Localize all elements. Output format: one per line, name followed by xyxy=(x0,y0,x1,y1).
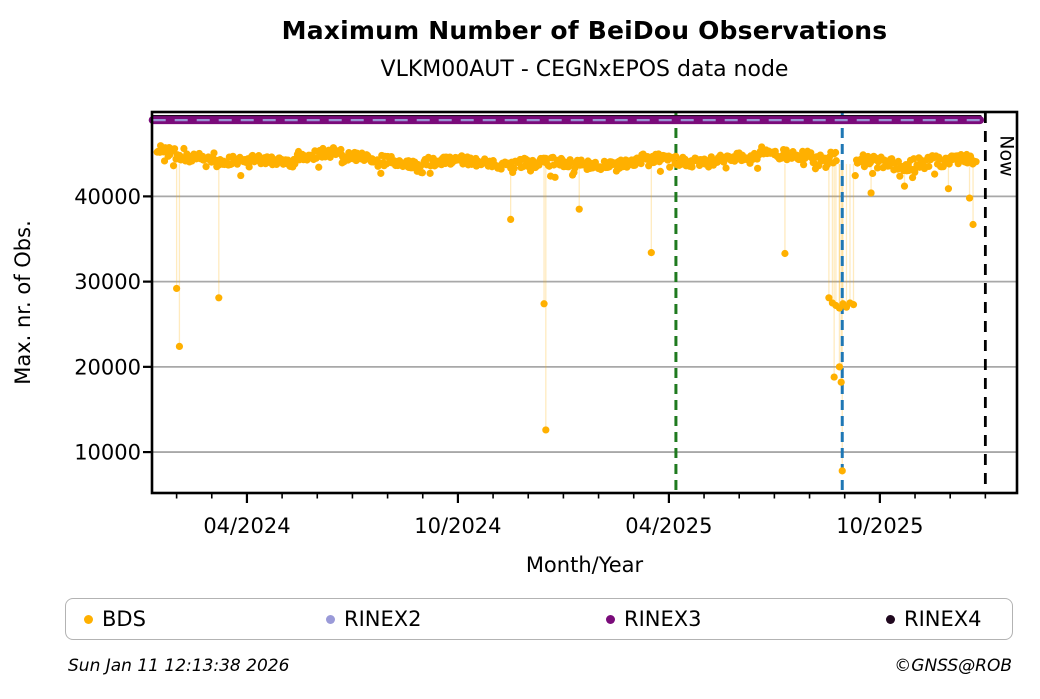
now-label: Now xyxy=(995,135,1017,176)
rinex2-marker-icon xyxy=(326,614,335,624)
svg-text:Month/Year: Month/Year xyxy=(526,553,644,577)
chart-legend: BDS RINEX2 RINEX3 RINEX4 xyxy=(65,598,1013,640)
copyright-credit: ©GNSS@ROB xyxy=(894,656,1012,676)
legend-item-bds: BDS xyxy=(84,606,154,631)
legend-label-rinex3: RINEX3 xyxy=(624,606,702,631)
legend-label-rinex2: RINEX2 xyxy=(344,606,422,631)
bds-marker-icon xyxy=(84,614,93,624)
svg-text:04/2024: 04/2024 xyxy=(203,514,290,538)
svg-text:10/2025: 10/2025 xyxy=(836,514,923,538)
plot-area: Now 04/2024 10/2024 04/2025 10/2025 10000 2000… xyxy=(11,110,1019,577)
svg-text:04/2025: 04/2025 xyxy=(625,514,712,538)
svg-text:Max. nr. of Obs.: Max. nr. of Obs. xyxy=(11,220,35,385)
legend-label-bds: BDS xyxy=(102,606,146,631)
legend-item-rinex2: RINEX2 xyxy=(326,606,434,631)
svg-text:20000: 20000 xyxy=(74,355,141,379)
legend-item-rinex4: RINEX4 xyxy=(886,606,994,631)
rinex3-marker-icon xyxy=(606,614,615,624)
chart-subtitle: VLKM00AUT - CEGNxEPOS data node xyxy=(380,57,789,82)
legend-item-rinex3: RINEX3 xyxy=(606,606,714,631)
chart-title: Maximum Number of BeiDou Observations xyxy=(281,16,888,45)
svg-text:10/2024: 10/2024 xyxy=(414,514,501,538)
rinex4-marker-icon xyxy=(886,614,895,624)
svg-text:10000: 10000 xyxy=(74,441,141,465)
svg-text:40000: 40000 xyxy=(74,185,141,209)
plot-timestamp: Sun Jan 11 12:13:38 2026 xyxy=(68,656,290,676)
svg-text:30000: 30000 xyxy=(74,270,141,294)
legend-label-rinex4: RINEX4 xyxy=(904,606,982,631)
